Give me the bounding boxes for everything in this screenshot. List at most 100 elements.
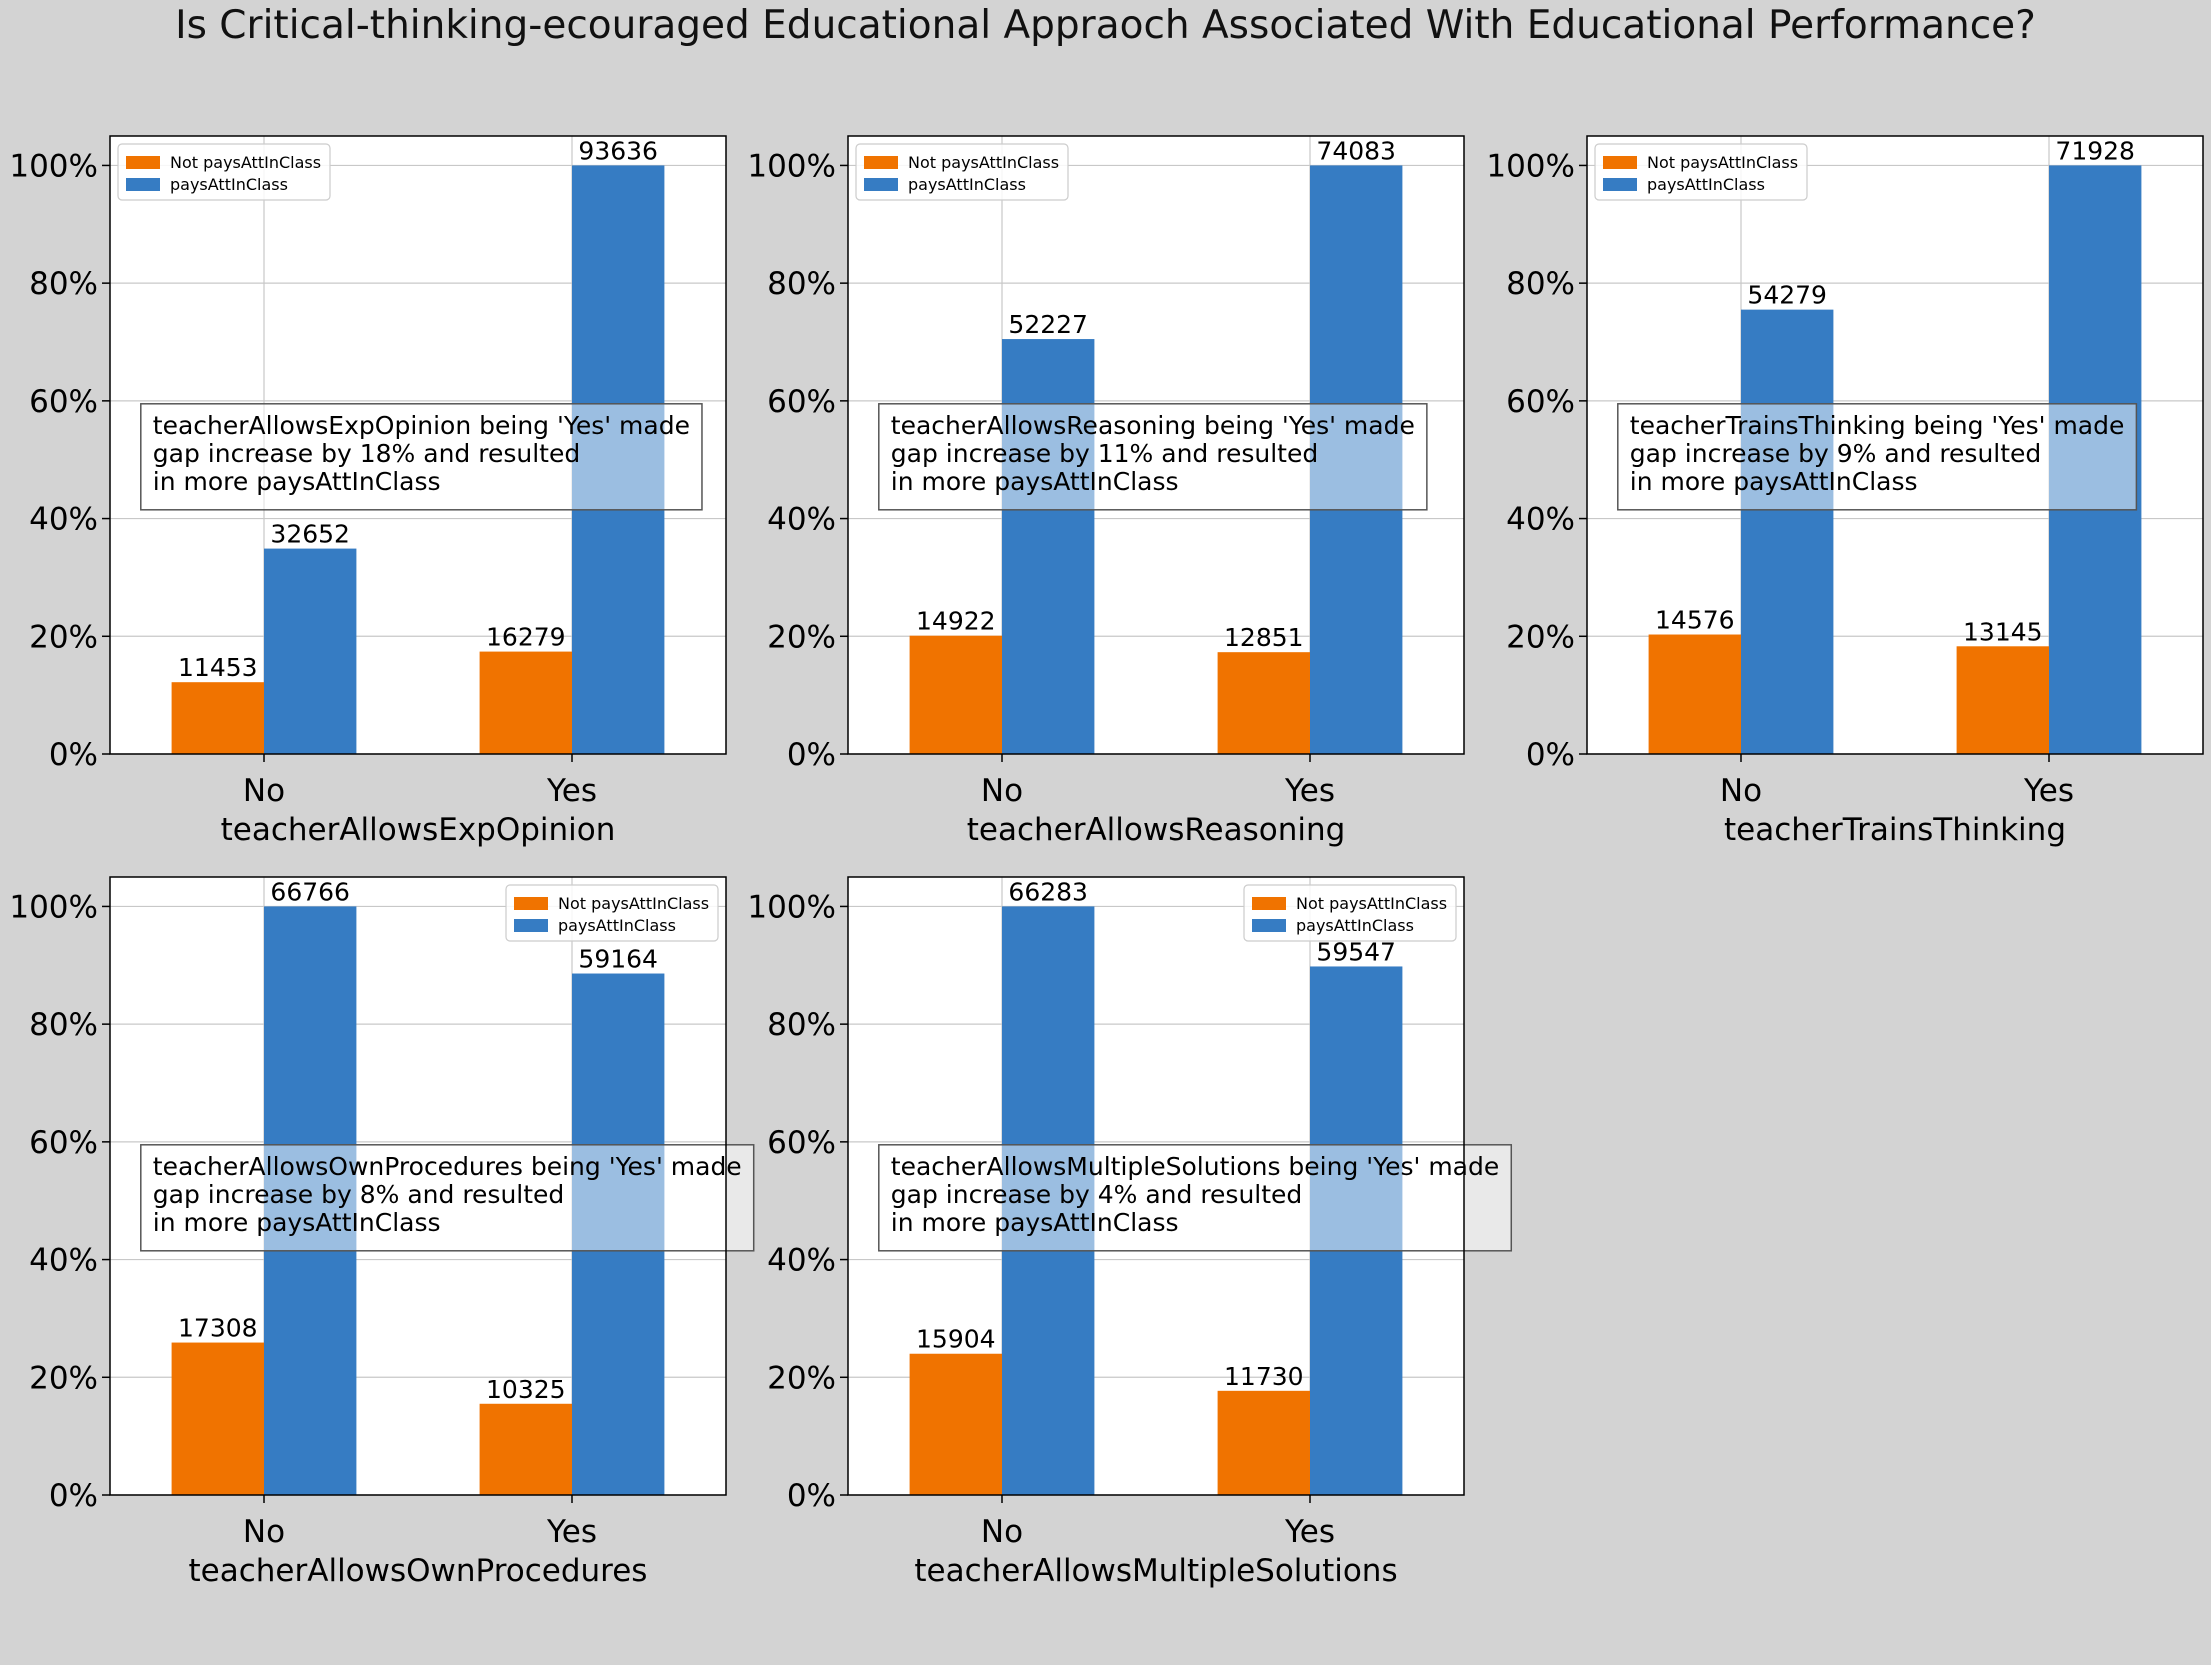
legend-label: Not paysAttInClass xyxy=(1296,894,1447,913)
legend-swatch xyxy=(864,178,898,191)
y-tick-label: 20% xyxy=(29,619,98,655)
annotation-box: teacherAllowsMultipleSolutions being 'Ye… xyxy=(878,1144,1513,1252)
legend-label: paysAttInClass xyxy=(1296,916,1414,935)
x-tick-label: No xyxy=(243,773,285,809)
y-tick-label: 100% xyxy=(1486,148,1575,184)
y-tick-label: 40% xyxy=(1506,502,1575,538)
x-axis-label: teacherAllowsReasoning xyxy=(967,812,1346,848)
axes-frame xyxy=(847,135,1465,755)
bar-pays-no xyxy=(1002,339,1095,754)
bar-value-label: 10325 xyxy=(486,1375,566,1404)
x-tick-label: Yes xyxy=(546,1514,597,1550)
y-tick-label: 0% xyxy=(787,737,836,773)
annotation-line: gap increase by 4% and resulted xyxy=(891,1180,1303,1209)
annotation-line: in more paysAttInClass xyxy=(891,1208,1179,1237)
axes-frame xyxy=(109,135,727,755)
y-tick-label: 0% xyxy=(1526,737,1575,773)
legend-label: paysAttInClass xyxy=(558,916,676,935)
y-tick-label: 0% xyxy=(787,1478,836,1514)
y-tick-label: 40% xyxy=(29,1243,98,1279)
legend-swatch xyxy=(514,897,548,910)
bar-not-pays-no xyxy=(909,635,1002,754)
legend: Not paysAttInClass paysAttInClass xyxy=(117,143,331,201)
bar-value-label: 66766 xyxy=(270,877,350,906)
y-tick-label: 60% xyxy=(29,384,98,420)
chart-panel-4: 17308 10325 66766 59164 teacherAllowsOwnProc… xyxy=(9,876,755,1589)
y-tick-label: 100% xyxy=(9,148,98,184)
bar-pays-no xyxy=(264,548,357,754)
bar-not-pays-no xyxy=(171,1342,264,1495)
legend-frame xyxy=(505,884,719,942)
annotation-line: in more paysAttInClass xyxy=(153,1208,441,1237)
plot-area: 14576 13145 54279 71928 teacherTrainsThinkin… xyxy=(1486,135,2204,848)
y-tick-label: 40% xyxy=(29,502,98,538)
x-tick-label: No xyxy=(243,1514,285,1550)
chart-panel-3: 14576 13145 54279 71928 teacherTrainsThinkin… xyxy=(1486,135,2204,848)
annotation-box: teacherAllowsExpOpinion being 'Yes' made… xyxy=(140,403,703,511)
bar-value-label: 59547 xyxy=(1316,937,1396,966)
legend-swatch xyxy=(1603,156,1637,169)
bar-not-pays-no xyxy=(1648,634,1741,754)
y-tick-label: 20% xyxy=(767,619,836,655)
bar-not-pays-yes xyxy=(479,1403,572,1495)
bar-value-label: 74083 xyxy=(1316,136,1396,165)
legend-swatch xyxy=(514,919,548,932)
x-tick-label: No xyxy=(1720,773,1762,809)
legend: Not paysAttInClass paysAttInClass xyxy=(855,143,1069,201)
y-tick-label: 80% xyxy=(29,1007,98,1043)
bar-value-label: 11453 xyxy=(178,653,258,682)
bar-not-pays-yes xyxy=(1217,652,1310,754)
annotation-frame xyxy=(878,403,1428,511)
x-axis-label: teacherTrainsThinking xyxy=(1724,812,2066,848)
y-tick-label: 80% xyxy=(29,266,98,302)
bar-value-label: 52227 xyxy=(1008,310,1088,339)
legend-swatch xyxy=(864,156,898,169)
legend-label: paysAttInClass xyxy=(1647,175,1765,194)
y-tick-label: 100% xyxy=(9,889,98,925)
figure-title: Is Critical-thinking-ecouraged Education… xyxy=(175,3,2036,48)
y-tick-label: 20% xyxy=(29,1360,98,1396)
bar-value-label: 66283 xyxy=(1008,877,1088,906)
bar-value-label: 11730 xyxy=(1224,1362,1304,1391)
chart-panel-5: 15904 11730 66283 59547 teacherAllowsMultipl… xyxy=(747,876,1513,1589)
annotation-box: teacherTrainsThinking being 'Yes' madega… xyxy=(1617,403,2138,511)
bar-not-pays-no xyxy=(909,1353,1002,1495)
y-tick-label: 100% xyxy=(747,889,836,925)
annotation-line: in more paysAttInClass xyxy=(1630,467,1918,496)
annotation-frame xyxy=(140,403,703,511)
legend-label: Not paysAttInClass xyxy=(558,894,709,913)
legend-label: Not paysAttInClass xyxy=(170,153,321,172)
annotation-line: teacherTrainsThinking being 'Yes' made xyxy=(1630,411,2125,440)
x-tick-label: No xyxy=(981,773,1023,809)
y-tick-label: 20% xyxy=(767,1360,836,1396)
axes-frame xyxy=(1586,135,2204,755)
bar-value-label: 15904 xyxy=(916,1325,996,1354)
y-tick-label: 40% xyxy=(767,502,836,538)
bar-value-label: 32652 xyxy=(270,520,350,549)
annotation-box: teacherAllowsReasoning being 'Yes' madeg… xyxy=(878,403,1428,511)
legend-swatch xyxy=(1603,178,1637,191)
annotation-box: teacherAllowsOwnProcedures being 'Yes' m… xyxy=(140,1144,755,1252)
axes-frame xyxy=(847,876,1465,1496)
axes-frame xyxy=(109,876,727,1496)
y-tick-label: 0% xyxy=(49,737,98,773)
plot-area: 15904 11730 66283 59547 teacherAllowsMultipl… xyxy=(747,876,1513,1589)
legend-frame xyxy=(1243,884,1457,942)
y-tick-label: 60% xyxy=(1506,384,1575,420)
annotation-line: in more paysAttInClass xyxy=(153,467,441,496)
annotation-frame xyxy=(878,1144,1513,1252)
y-tick-label: 0% xyxy=(49,1478,98,1514)
legend-swatch xyxy=(126,156,160,169)
annotation-line: gap increase by 11% and resulted xyxy=(891,439,1318,468)
x-axis-label: teacherAllowsOwnProcedures xyxy=(189,1553,648,1589)
legend-frame xyxy=(1594,143,1808,201)
bar-pays-no xyxy=(1741,309,1834,754)
x-tick-label: Yes xyxy=(546,773,597,809)
y-tick-label: 40% xyxy=(767,1243,836,1279)
bar-not-pays-yes xyxy=(1956,646,2049,754)
annotation-line: teacherAllowsOwnProcedures being 'Yes' m… xyxy=(153,1152,742,1181)
bar-value-label: 14922 xyxy=(916,607,996,636)
bar-value-label: 54279 xyxy=(1747,281,1827,310)
bar-value-label: 13145 xyxy=(1963,617,2043,646)
legend-swatch xyxy=(1252,919,1286,932)
